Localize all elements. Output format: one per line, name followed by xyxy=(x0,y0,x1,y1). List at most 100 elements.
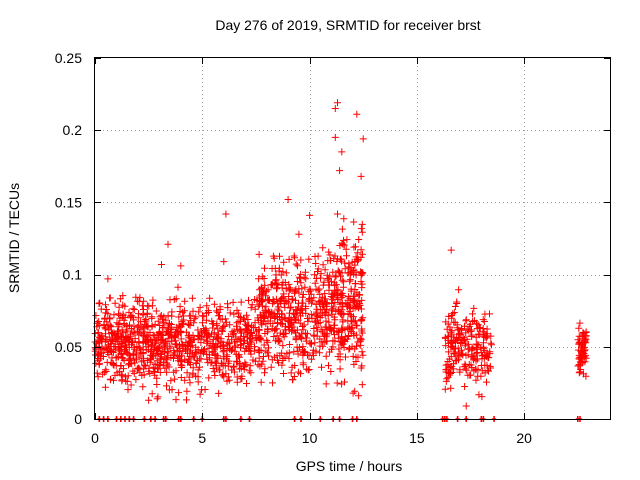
data-point xyxy=(317,306,325,314)
data-point xyxy=(158,261,165,268)
data-point xyxy=(138,302,146,310)
data-point xyxy=(357,305,365,313)
data-point xyxy=(269,379,276,387)
data-point xyxy=(486,348,494,356)
data-point xyxy=(278,320,286,328)
data-point xyxy=(467,328,475,335)
data-point xyxy=(130,322,138,330)
plot-frame xyxy=(94,57,611,420)
data-point xyxy=(125,351,133,359)
data-point xyxy=(203,350,211,358)
data-point xyxy=(297,256,305,264)
data-point xyxy=(308,355,316,363)
data-point xyxy=(262,308,270,316)
data-point xyxy=(331,133,339,141)
data-point xyxy=(478,393,486,401)
data-point xyxy=(168,308,176,316)
data-point xyxy=(480,328,488,336)
data-point xyxy=(317,274,324,282)
data-point xyxy=(273,332,281,340)
data-point xyxy=(357,271,365,279)
data-point xyxy=(447,384,455,392)
data-point xyxy=(171,375,179,383)
data-point xyxy=(325,362,332,370)
data-point xyxy=(442,318,450,326)
data-point xyxy=(233,357,240,365)
data-point xyxy=(332,281,340,289)
data-point xyxy=(290,319,298,327)
data-point xyxy=(482,353,490,360)
data-point xyxy=(178,317,186,325)
data-point xyxy=(256,311,264,319)
data-point xyxy=(357,246,365,254)
data-point xyxy=(340,278,348,286)
data-point xyxy=(285,349,293,357)
data-point xyxy=(474,341,482,349)
data-point xyxy=(338,269,346,277)
data-point xyxy=(214,325,222,333)
data-point xyxy=(175,313,183,321)
data-point xyxy=(575,324,583,332)
data-point xyxy=(183,396,190,404)
data-point xyxy=(116,347,124,355)
data-point xyxy=(479,325,487,332)
data-point xyxy=(323,299,331,307)
data-point xyxy=(294,262,301,270)
data-point xyxy=(268,325,276,333)
data-point xyxy=(164,312,172,320)
data-point xyxy=(194,326,202,334)
data-point xyxy=(172,367,180,375)
data-point xyxy=(173,343,181,351)
data-point xyxy=(349,298,357,306)
data-point xyxy=(358,362,366,370)
data-point xyxy=(293,343,301,351)
data-point xyxy=(318,309,326,317)
data-point xyxy=(336,242,344,249)
data-point xyxy=(139,383,147,391)
data-point xyxy=(305,288,313,296)
data-point xyxy=(257,336,265,344)
data-point xyxy=(213,307,220,315)
data-point xyxy=(472,340,480,348)
data-point xyxy=(338,324,346,332)
data-point xyxy=(352,243,359,251)
data-point xyxy=(143,336,151,344)
data-point xyxy=(285,355,293,363)
data-point xyxy=(358,381,366,389)
data-point xyxy=(357,278,365,286)
data-point xyxy=(348,317,356,325)
data-point xyxy=(576,319,584,327)
data-point xyxy=(293,307,301,315)
data-point xyxy=(243,311,251,319)
data-point xyxy=(211,358,219,366)
data-point xyxy=(285,287,293,295)
data-point xyxy=(453,324,461,332)
data-point xyxy=(246,362,254,370)
data-point xyxy=(236,353,243,361)
data-point xyxy=(304,317,312,325)
y-tick-label: 0.05 xyxy=(55,339,82,355)
data-point xyxy=(141,328,149,336)
data-point xyxy=(188,294,196,302)
data-point xyxy=(257,378,265,386)
data-point xyxy=(220,258,228,266)
data-point xyxy=(351,280,359,288)
data-point xyxy=(482,332,490,340)
data-point xyxy=(140,324,148,332)
data-point xyxy=(251,305,259,313)
data-point xyxy=(339,303,347,311)
data-point xyxy=(575,351,583,359)
data-point xyxy=(458,325,466,333)
x-tick-label: 20 xyxy=(516,430,532,446)
data-point xyxy=(110,361,118,369)
data-point xyxy=(100,345,108,353)
data-point xyxy=(322,380,330,388)
data-point xyxy=(325,318,333,326)
data-point xyxy=(94,329,102,337)
data-point xyxy=(305,351,313,359)
data-point xyxy=(237,341,245,349)
data-point xyxy=(125,361,132,369)
data-point xyxy=(207,359,215,367)
data-point xyxy=(229,363,237,371)
data-point xyxy=(271,279,279,287)
